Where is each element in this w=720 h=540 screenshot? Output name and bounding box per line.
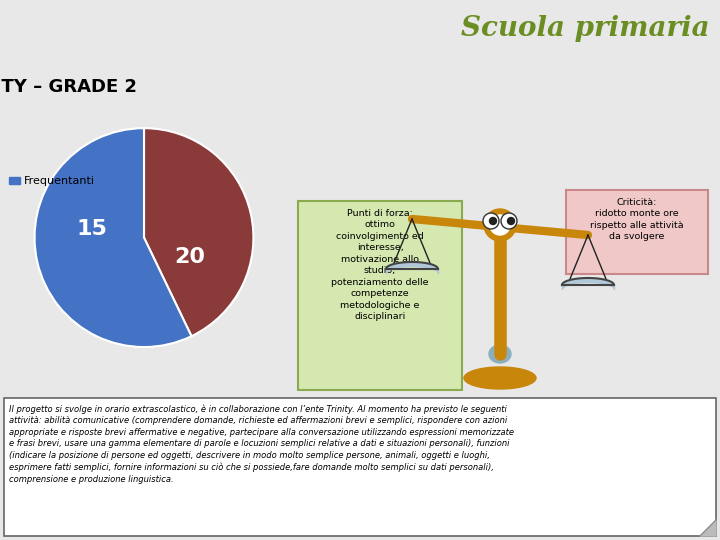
Ellipse shape [464,367,536,389]
Circle shape [483,213,499,229]
Text: 15: 15 [76,219,107,239]
Text: Il progetto si svolge in orario extrascolastico, è in collaborazione con l’ente : Il progetto si svolge in orario extrasco… [9,404,514,484]
Text: Punti di forza:
ottimo
coinvolgimento ed
interesse,
motivazione allo
studio,
pot: Punti di forza: ottimo coinvolgimento ed… [331,209,428,321]
Polygon shape [700,520,716,536]
Circle shape [484,209,516,241]
Ellipse shape [489,345,511,363]
Text: Scuola primaria: Scuola primaria [462,15,710,42]
Text: TRINITY – GRADE 2: TRINITY – GRADE 2 [0,78,137,97]
Circle shape [508,218,515,225]
FancyBboxPatch shape [566,190,708,274]
Text: Criticità:
ridotto monte ore
rispetto alle attività
da svolgere: Criticità: ridotto monte ore rispetto al… [590,198,684,241]
Text: 20: 20 [174,247,205,267]
FancyBboxPatch shape [298,201,462,390]
Wedge shape [35,128,192,347]
Circle shape [501,213,517,229]
Legend: Iscritti, Frequentanti: Iscritti, Frequentanti [0,172,99,191]
FancyBboxPatch shape [4,398,716,536]
Circle shape [490,215,510,235]
Wedge shape [144,128,253,336]
Circle shape [490,218,497,225]
